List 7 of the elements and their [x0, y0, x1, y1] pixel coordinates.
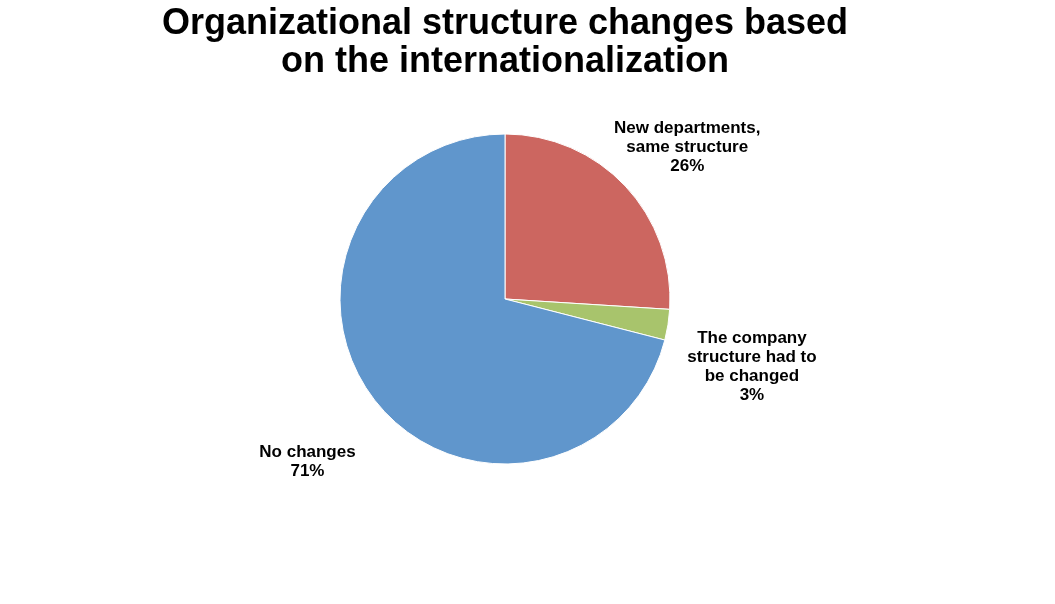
slice-label: The company structure had to be changed	[687, 328, 817, 386]
chart-title: Organizational structure changes based on the internationalization	[161, 1, 849, 80]
data-label: 71%	[290, 461, 325, 481]
slice-label: No changes	[259, 442, 356, 462]
data-label: 3%	[739, 385, 765, 405]
data-label: 26%	[670, 155, 705, 175]
slice-label: New departments, same structure	[614, 117, 761, 156]
